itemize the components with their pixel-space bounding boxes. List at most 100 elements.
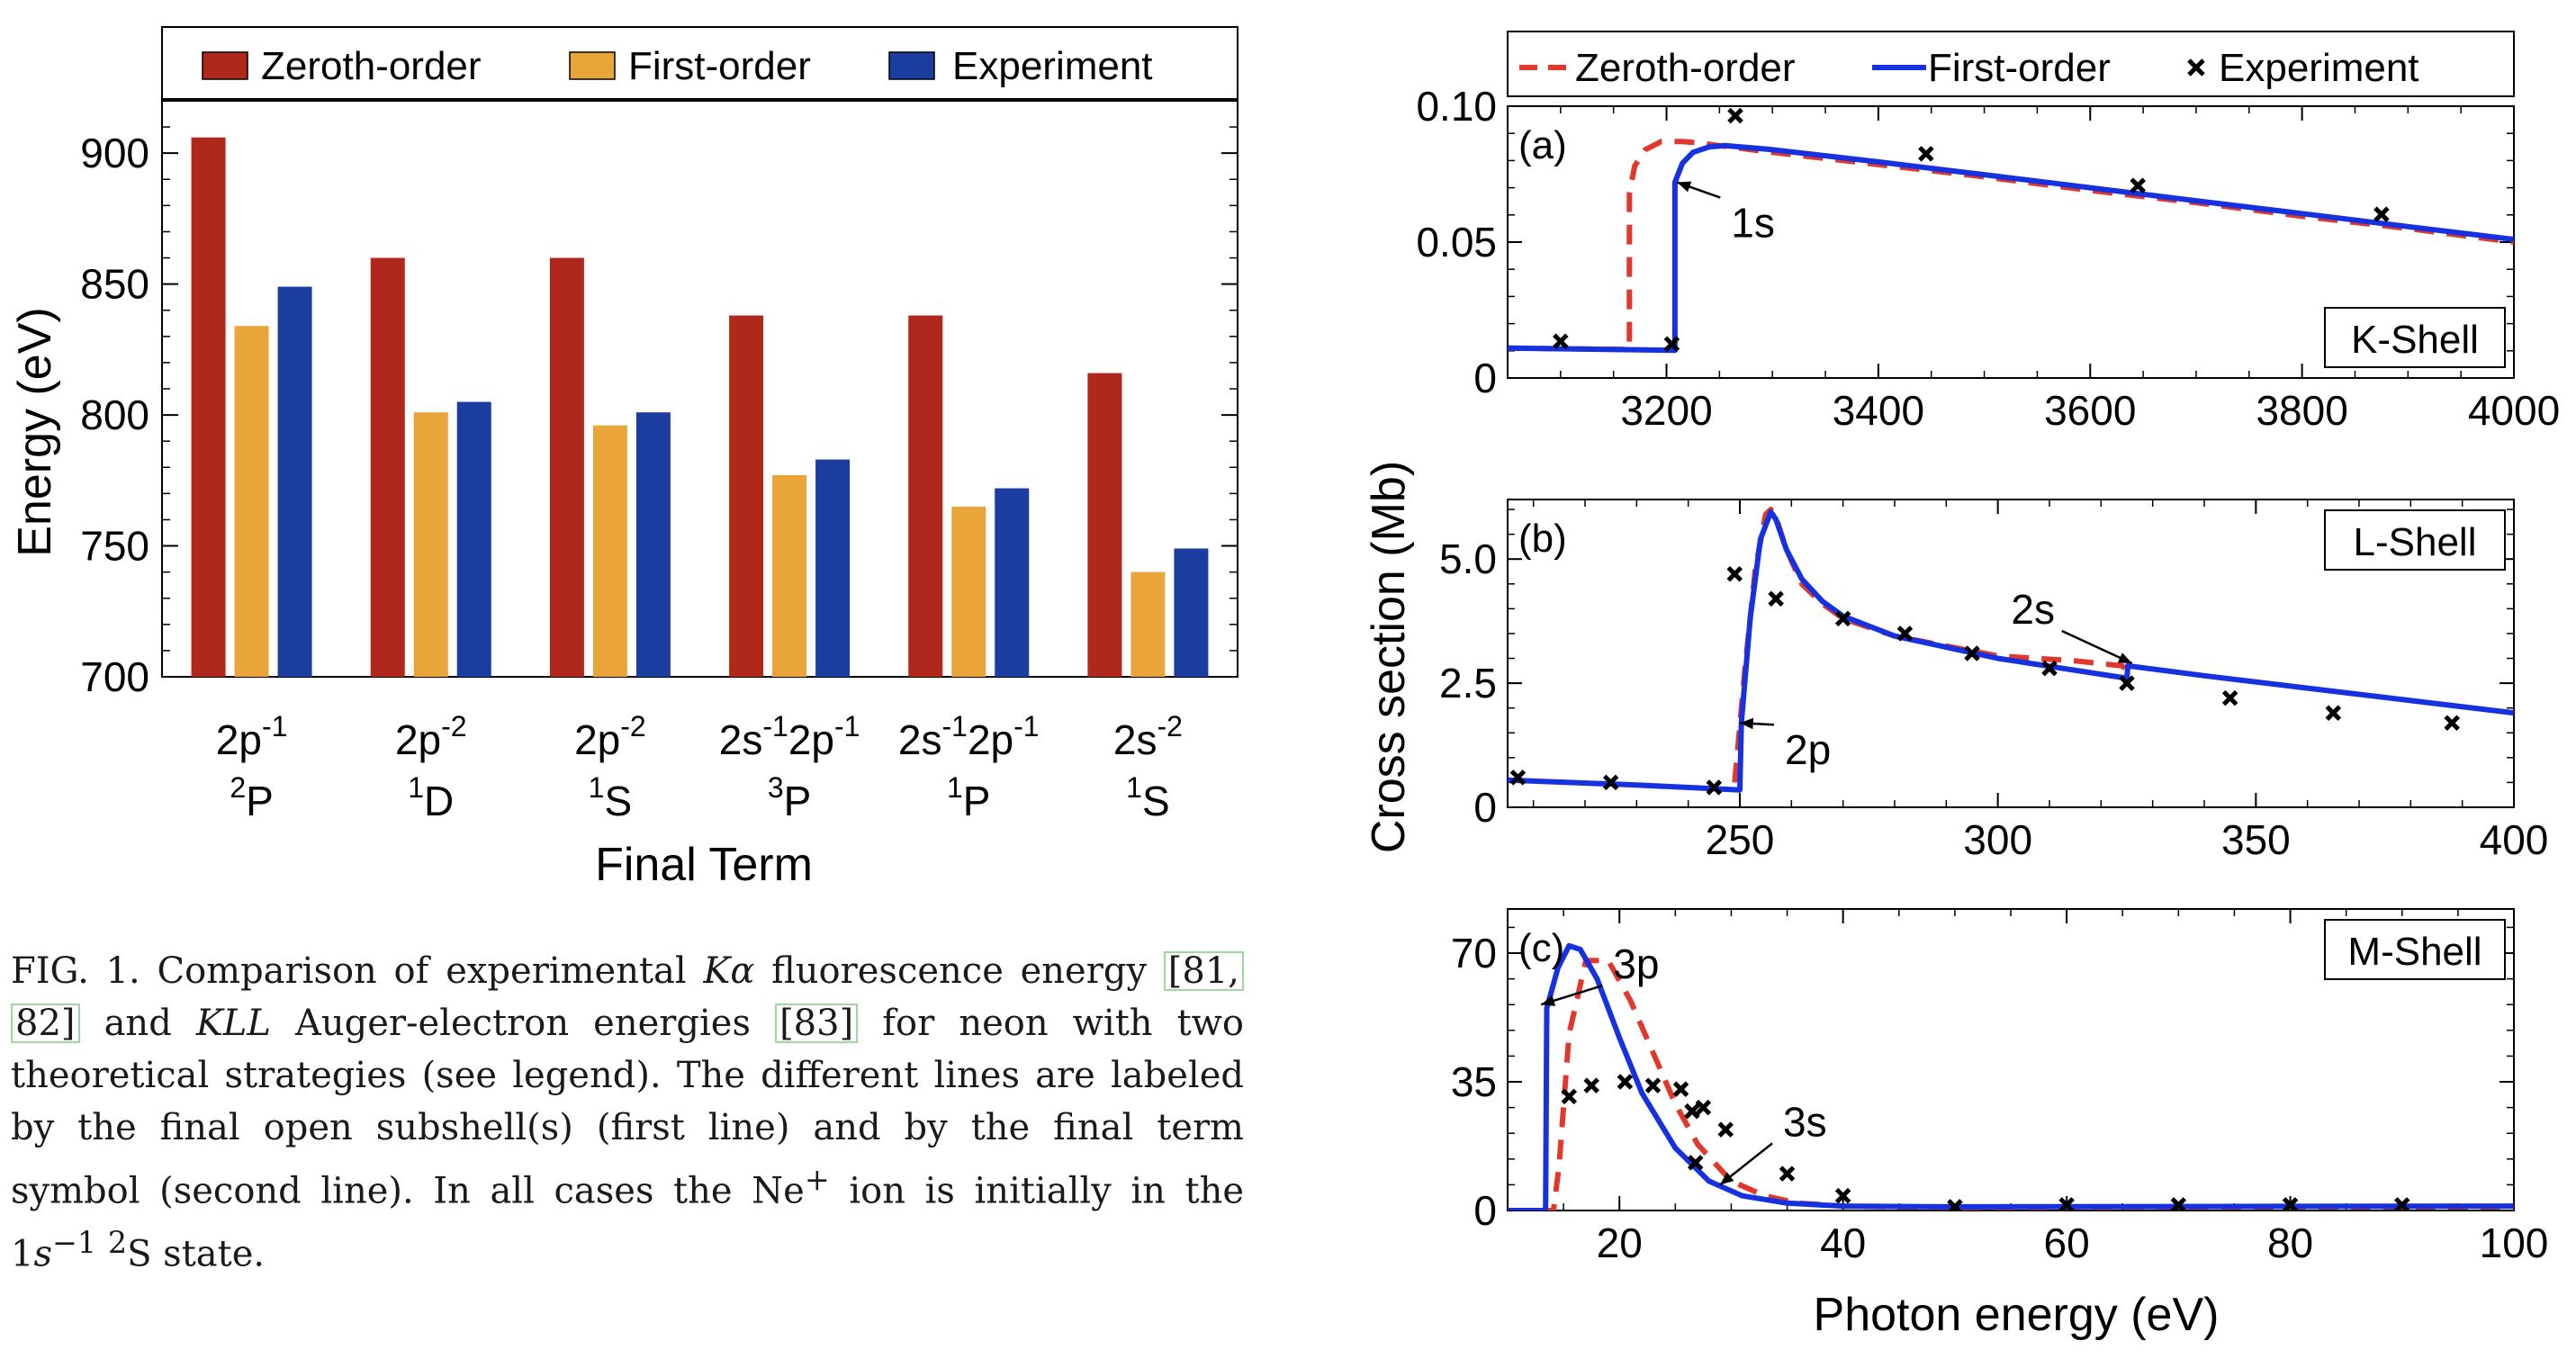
x-tick-label: 100 <box>2480 1220 2549 1266</box>
bar-zeroth-order-6 <box>1087 373 1122 677</box>
term-text: P <box>784 778 812 824</box>
x-mark <box>1663 336 1680 353</box>
bar-chart: Zeroth-order First-order Experiment 700 7… <box>9 26 1238 891</box>
x-mark <box>1948 1199 1963 1210</box>
experiment-point <box>2282 1197 2299 1210</box>
experiment-point <box>2221 689 2238 706</box>
subshell-text: 2p <box>395 716 441 763</box>
arrow-head-icon <box>1740 717 1754 730</box>
x-mark <box>1964 645 1980 662</box>
term-text: P <box>246 778 274 824</box>
x-mark <box>1561 1088 1578 1105</box>
x-mark <box>2282 1197 2299 1210</box>
subshell-sup: -2 <box>441 710 466 742</box>
x-tick-label: 4000 <box>2468 387 2560 434</box>
x-mark <box>2170 1197 2187 1210</box>
experiment-point <box>1964 645 1980 662</box>
experiment-point <box>2130 177 2146 194</box>
bar-category-subshell: 2p-2 <box>574 710 646 763</box>
experiment-point <box>2325 705 2342 721</box>
shell-label: L-Shell <box>2354 520 2477 564</box>
y-tick-label: 70 <box>1451 930 1497 976</box>
bar-category-subshell: 2s-12p-1 <box>898 710 1040 763</box>
term-sup: 1 <box>947 771 963 804</box>
term-sup: 3 <box>768 771 784 804</box>
bar-ylabel: Energy (eV) <box>9 307 61 556</box>
experiment-point <box>1561 1088 1578 1105</box>
bar-plot-area: 7007508008509002p-12P2p-21D2p-21S2s-12p-… <box>80 100 1238 824</box>
term-sup: 2 <box>230 771 246 804</box>
shell-label-box <box>2324 919 2506 980</box>
legend-swatch-first <box>569 51 616 80</box>
x-tick-label: 40 <box>1820 1220 1866 1266</box>
bar-experiment-6 <box>1174 548 1209 677</box>
line-ylabel: Cross section (Mb) <box>1363 461 1415 853</box>
subshell-text: 2p <box>216 716 262 763</box>
legend-swatch-experiment <box>888 51 935 80</box>
experiment-point <box>2444 715 2460 731</box>
panel-a-k-shell: 3200 3400 3600 3800 4000 0 0.05 0.10 (a) K-Shell 1… <box>1416 83 2560 434</box>
x-mark <box>1695 1099 1712 1116</box>
caption-ref-82[interactable]: 82] <box>11 1004 80 1043</box>
x-mark <box>2394 1197 2410 1210</box>
bar-category-subshell: 2p-1 <box>216 710 288 763</box>
experiment-point <box>1918 146 1934 162</box>
bar-first-order-5 <box>951 506 986 677</box>
caption-kalpha: Kα <box>703 950 755 992</box>
experiment-point <box>1726 565 1743 582</box>
subshell-sup: -2 <box>1157 710 1182 742</box>
experiment-point <box>1896 626 1914 642</box>
bar-y-tick-label: 800 <box>80 392 149 438</box>
experiment-point <box>2119 675 2135 691</box>
experiment-point <box>2058 1197 2075 1210</box>
x-tick-label: 3400 <box>1833 387 1924 434</box>
legend-label-zeroth: Zeroth-order <box>261 44 482 88</box>
y-tick-label: 35 <box>1451 1058 1497 1105</box>
subshell2-sup: -1 <box>834 710 860 742</box>
x-mark <box>2221 689 2238 706</box>
subshell-sup: -1 <box>762 710 788 742</box>
shell-label: M-Shell <box>2347 930 2481 974</box>
caption-mid2: and <box>79 1003 196 1044</box>
shell-label-box <box>2324 307 2506 368</box>
bar-zeroth-order-2 <box>370 257 405 677</box>
experiment-point <box>1684 1102 1700 1120</box>
curves <box>1508 107 2514 354</box>
x-tick-label: 3600 <box>2044 387 2136 434</box>
subshell2-text: 2p <box>968 716 1013 763</box>
caption-ref-81[interactable]: [81, <box>1163 951 1245 991</box>
bar-category-term: 1D <box>408 771 454 824</box>
subshell2-sup: -1 <box>1013 710 1039 742</box>
term-sup: 1 <box>1126 771 1142 804</box>
caption-prefix: FIG. 1. Comparison of experimental <box>11 950 704 992</box>
y-tick-label: 0 <box>1473 1187 1497 1234</box>
x-mark <box>2119 675 2135 691</box>
x-mark <box>1834 1187 1851 1204</box>
y-tick-label: 0 <box>1473 784 1497 831</box>
experiment-point <box>1779 1166 1796 1182</box>
subshell-sup: -1 <box>942 710 968 742</box>
annotation-label: 1s <box>1731 200 1775 247</box>
legend-marker-experiment <box>2187 58 2205 76</box>
x-tick-label: 350 <box>2221 816 2291 863</box>
caption-ref-83[interactable]: [83] <box>775 1004 859 1043</box>
bar-zeroth-order-3 <box>549 257 584 677</box>
caption-s-sup: −1 <box>51 1225 97 1261</box>
term-text: D <box>424 778 454 824</box>
bar-category-subshell: 2s-12p-1 <box>719 710 860 763</box>
y-tick-label: 0.10 <box>1416 83 1497 130</box>
term-sup: 1 <box>589 771 605 804</box>
term-text: S <box>604 778 632 824</box>
experiment-point <box>1583 1077 1599 1094</box>
x-mark <box>1726 565 1743 582</box>
bar-first-order-3 <box>592 425 627 677</box>
y-tick-label: 5.0 <box>1439 536 1497 582</box>
caption-state-sup: 2 <box>107 1225 128 1261</box>
experiment-point <box>1695 1099 1712 1116</box>
subshell-text: 2s <box>898 716 942 763</box>
experiment-point <box>2394 1197 2410 1210</box>
bar-zeroth-order-4 <box>729 315 764 677</box>
experiment-point <box>1834 1187 1851 1204</box>
first-order-curve <box>1508 142 2514 354</box>
experiment-point <box>1717 1121 1734 1138</box>
